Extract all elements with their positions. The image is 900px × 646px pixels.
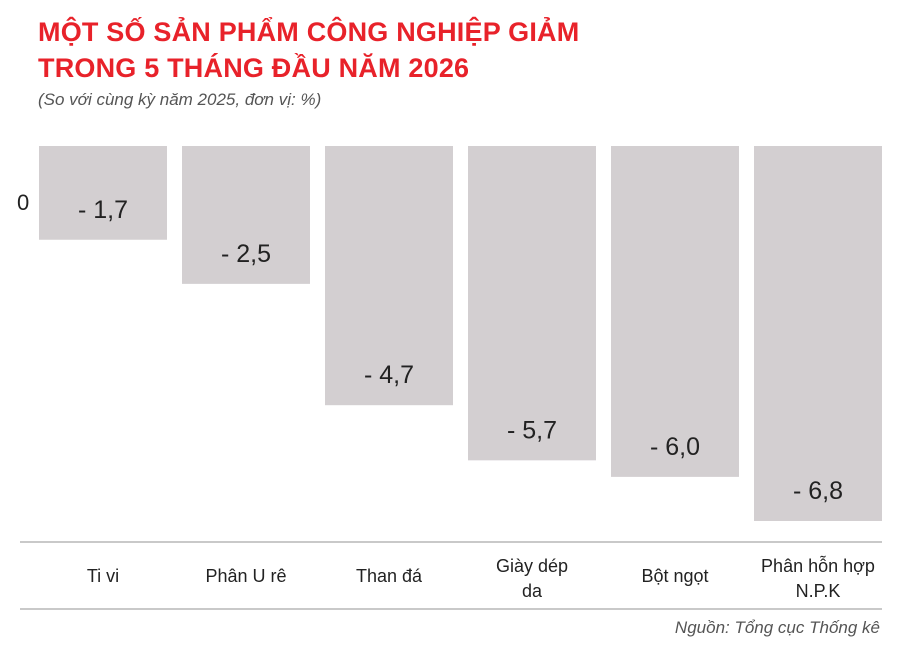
chart-title: MỘT SỐ SẢN PHẨM CÔNG NGHIỆP GIẢM TRONG 5… (38, 14, 579, 86)
source-note: Nguồn: Tổng cục Thống kê (674, 618, 880, 637)
data-label: - 1,7 (78, 196, 128, 224)
data-label: - 2,5 (221, 240, 271, 268)
bar (611, 146, 739, 477)
bar (39, 146, 167, 240)
bar (325, 146, 453, 406)
bar (468, 146, 596, 461)
data-label: - 6,8 (793, 477, 843, 505)
data-label: - 4,7 (364, 361, 414, 389)
category-label: Phân U rê (205, 566, 286, 586)
category-label: N.P.K (796, 581, 841, 601)
category-label: Than đá (356, 566, 423, 586)
category-label: da (522, 581, 543, 601)
chart-subtitle: (So với cùng kỳ năm 2025, đơn vị: %) (38, 90, 322, 109)
chart-title-line-1: MỘT SỐ SẢN PHẨM CÔNG NGHIỆP GIẢM (38, 17, 580, 47)
category-label: Phân hỗn hợp (761, 555, 875, 576)
category-label: Bột ngọt (641, 566, 708, 586)
category-label: Giày dép (496, 556, 568, 576)
data-label: - 5,7 (507, 416, 557, 444)
bar (754, 146, 882, 521)
bar (182, 146, 310, 284)
category-label: Ti vi (87, 566, 119, 586)
y-tick-zero: 0 (17, 190, 29, 215)
chart-title-line-2: TRONG 5 THÁNG ĐẦU NĂM 2026 (38, 53, 470, 83)
data-label: - 6,0 (650, 433, 700, 461)
